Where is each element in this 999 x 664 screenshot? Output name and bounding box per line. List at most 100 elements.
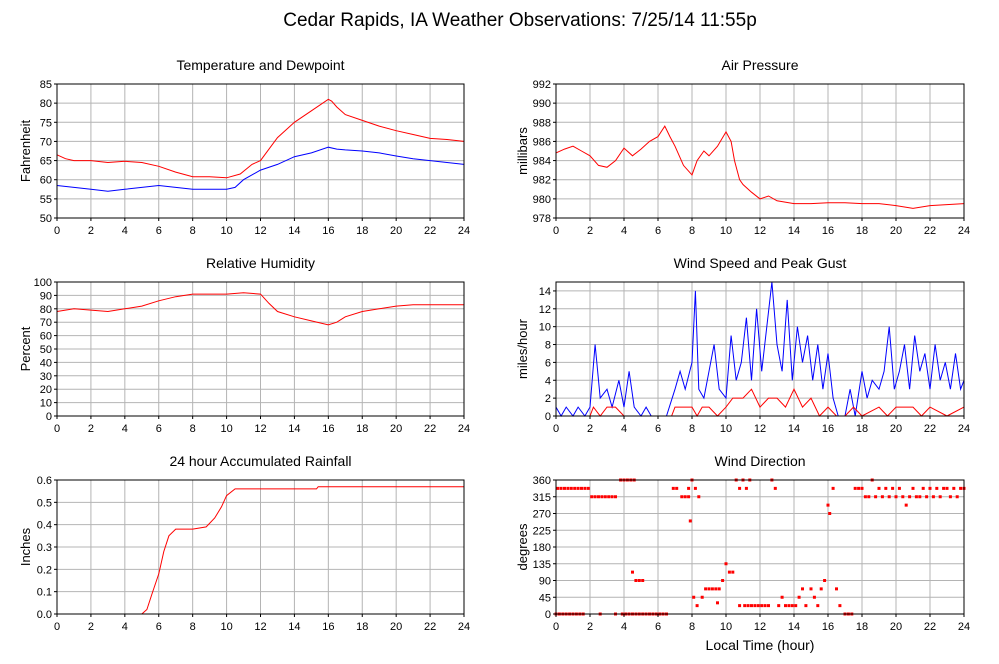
chart-5-series-0-point [634, 579, 638, 582]
chart-5-series-0-point [583, 486, 587, 490]
chart-5-series-0-point [777, 604, 781, 608]
chart-5-series-0-point [955, 495, 959, 499]
chart-5-series-0-point [680, 495, 684, 499]
chart-2-xtick-label: 12 [254, 423, 266, 435]
chart-5-series-0-point [687, 495, 691, 499]
chart-3-xtick-label: 8 [689, 423, 695, 435]
chart-5-series-0-point [773, 486, 777, 490]
chart-5-series-0-point [914, 495, 918, 499]
chart-4-ytick-label: 0.6 [37, 475, 52, 487]
chart-0-xtick-label: 8 [190, 225, 196, 237]
chart-2-ytick-label: 20 [40, 384, 52, 396]
page-title: Cedar Rapids, IA Weather Observations: 7… [283, 10, 757, 31]
chart-1-xtick-label: 14 [788, 225, 800, 237]
chart-3-xtick-label: 22 [924, 423, 936, 435]
chart-5-series-0-point [580, 486, 583, 490]
chart-5-series-0-point [641, 579, 645, 582]
chart-5-ytick-label: 225 [533, 525, 551, 537]
chart-0-xtick-label: 16 [322, 225, 334, 237]
chart-0-xtick-label: 6 [156, 225, 162, 237]
chart-5-series-0-point [826, 503, 830, 507]
chart-4-xtick-label: 22 [424, 621, 436, 633]
chart-3-ytick-label: 10 [539, 322, 551, 334]
chart-5-series-0-point [887, 495, 891, 499]
chart-5-series-0-point [952, 486, 956, 490]
chart-5-series-0-point [556, 486, 560, 490]
chart-5-xtick-label: 12 [754, 621, 766, 633]
chart-5-xtick-label: 16 [822, 621, 834, 633]
chart-4-title: 24 hour Accumulated Rainfall [169, 453, 351, 469]
chart-5-series-0-point [695, 604, 699, 608]
chart-3-ytick-label: 14 [539, 286, 551, 298]
chart-1-xtick-label: 12 [754, 225, 766, 237]
chart-2-ytick-label: 100 [34, 277, 52, 289]
chart-0-xtick-label: 0 [54, 225, 60, 237]
chart-1-xtick-label: 6 [655, 225, 661, 237]
chart-1-xtick-label: 2 [587, 225, 593, 237]
chart-5-series-0-point [750, 604, 753, 608]
chart-0-ytick-label: 85 [40, 79, 52, 91]
chart-2-xtick-label: 16 [322, 423, 334, 435]
chart-4-ytick-label: 0.0 [37, 609, 52, 621]
chart-5-series-0-point [590, 495, 594, 499]
chart-1-xtick-label: 10 [720, 225, 732, 237]
chart-5-series-0-point [931, 495, 935, 499]
chart-3-ytick-label: 8 [545, 340, 551, 352]
chart-5-series-0-point [697, 495, 701, 499]
chart-4-xtick-label: 18 [356, 621, 368, 633]
chart-2-xtick-label: 20 [390, 423, 402, 435]
chart-5-series-0-point [724, 562, 728, 566]
chart-3-title: Wind Speed and Peak Gust [674, 255, 847, 271]
chart-1-ytick-label: 982 [533, 175, 551, 187]
chart-5-series-0-point [721, 579, 725, 582]
chart-1-xtick-label: 22 [924, 225, 936, 237]
chart-1-ytick-label: 978 [533, 213, 551, 225]
chart-3-xtick-label: 10 [720, 423, 732, 435]
chart-4-xtick-label: 4 [122, 621, 128, 633]
chart-1-series-0-line [555, 125, 965, 209]
chart-5-series-0-point [714, 587, 718, 591]
chart-0-ytick-label: 75 [40, 117, 52, 129]
chart-5-series-0-point [809, 587, 813, 591]
chart-1-xtick-label: 24 [958, 225, 970, 237]
chart-5-series-0-point [867, 495, 871, 499]
chart-0-xtick-label: 10 [220, 225, 232, 237]
chart-2-xtick-label: 0 [54, 423, 60, 435]
chart-2-ytick-label: 70 [40, 317, 52, 329]
chart-5-ytick-label: 0 [545, 609, 551, 621]
chart-2-xtick-label: 18 [356, 423, 368, 435]
chart-5-series-0-point [559, 486, 563, 490]
chart-0-xtick-label: 12 [254, 225, 266, 237]
chart-5-series-0-point [600, 495, 604, 499]
chart-1-xtick-label: 20 [890, 225, 902, 237]
chart-5-series-0-point [831, 486, 835, 490]
chart-5-series-0-point [700, 595, 704, 599]
chart-5-series-0-point [797, 595, 801, 599]
chart-4-xtick-label: 6 [156, 621, 162, 633]
chart-3-xtick-label: 12 [754, 423, 766, 435]
chart-5-series-0-point [945, 486, 949, 490]
chart-5-series-0-point [710, 587, 714, 591]
chart-1-title: Air Pressure [721, 57, 798, 73]
chart-4-series-0-line [57, 486, 464, 615]
chart-5-series-0-point [838, 604, 842, 608]
chart-2-ytick-label: 40 [40, 357, 52, 369]
chart-2-ytick-label: 30 [40, 371, 52, 383]
chart-5-series-0-point [928, 486, 932, 490]
chart-5-xtick-label: 18 [856, 621, 868, 633]
chart-1-ytick-label: 984 [533, 156, 551, 168]
chart-0-xtick-label: 22 [424, 225, 436, 237]
chart-5-series-0-point [812, 595, 816, 599]
chart-5-series-0-point [614, 495, 617, 499]
chart-4-ylabel: Inches [18, 527, 33, 566]
chart-3-xtick-label: 24 [958, 423, 970, 435]
chart-0-xtick-label: 2 [88, 225, 94, 237]
chart-5-series-0-point [744, 486, 748, 490]
chart-2-xtick-label: 2 [88, 423, 94, 435]
chart-5-series-0-point [911, 486, 915, 490]
chart-0-xtick-label: 14 [288, 225, 300, 237]
